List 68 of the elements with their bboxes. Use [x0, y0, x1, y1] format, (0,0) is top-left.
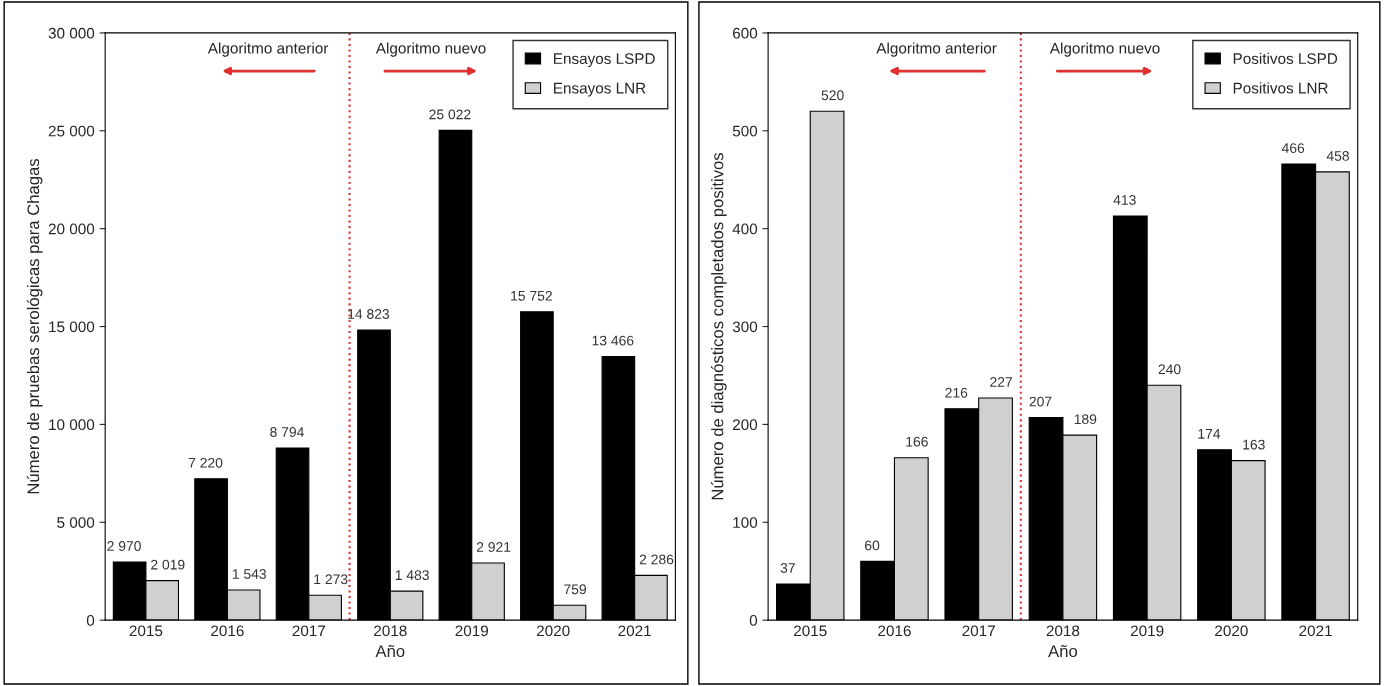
- data-label: 25 022: [429, 109, 471, 120]
- legend-label: Ensayos LNR: [554, 82, 646, 97]
- y-tick-label: 10 000: [49, 419, 95, 431]
- x-tick-label: 2019: [1130, 625, 1164, 637]
- data-label: 2 970: [107, 541, 141, 551]
- x-tick-label: 2018: [1046, 625, 1080, 637]
- y-tick-label: 100: [733, 517, 758, 528]
- data-label: 1 543: [232, 569, 266, 579]
- annotation: Algoritmo nuevo: [375, 42, 486, 57]
- x-tick-label: 2015: [129, 625, 163, 637]
- data-label: 520: [821, 90, 844, 101]
- data-label: 2 286: [639, 554, 674, 565]
- x-tick-label: 2017: [292, 625, 326, 637]
- x-tick-label: 2018: [374, 625, 407, 637]
- data-label: 189: [1074, 414, 1097, 425]
- y-tick-label: 200: [732, 419, 758, 431]
- y-axis-title: Número de diagnósticos completados positivos: [710, 152, 727, 500]
- x-tick-label: 2016: [878, 625, 911, 637]
- data-label: 413: [1113, 195, 1136, 205]
- y-tick-label: 0: [86, 615, 95, 626]
- y-tick-label: 500: [732, 125, 758, 137]
- legend-label: Positivos LSPD: [1233, 52, 1338, 65]
- x-tick-label: 2017: [962, 625, 995, 637]
- y-tick-label: 20 000: [48, 223, 95, 235]
- data-label: 7 220: [188, 457, 223, 468]
- data-label: 240: [1158, 364, 1181, 375]
- data-label: 227: [990, 377, 1012, 387]
- x-axis-title: Año: [1048, 644, 1078, 658]
- data-label: 216: [945, 387, 968, 398]
- data-label: 14 823: [348, 309, 390, 319]
- annotation: Algoritmo anterior: [876, 42, 997, 57]
- data-label: 466: [1281, 143, 1305, 153]
- y-tick-label: 0: [749, 615, 758, 626]
- data-label: 166: [906, 436, 928, 447]
- annotation: Algoritmo anterior: [207, 42, 329, 57]
- x-tick-label: 2021: [1299, 625, 1332, 637]
- x-tick-label: 2020: [1215, 625, 1248, 637]
- data-label: 2 921: [476, 542, 511, 552]
- y-tick-label: 5 000: [57, 517, 95, 528]
- data-label: 163: [1243, 439, 1265, 450]
- data-label: 1 483: [395, 570, 429, 581]
- data-label: 759: [564, 584, 586, 595]
- y-axis-title: Número de pruebas serológicas para Chagas: [26, 158, 43, 494]
- y-tick-label: 300: [732, 321, 758, 333]
- x-axis-title: Año: [375, 644, 405, 658]
- y-tick-label: 600: [732, 27, 758, 39]
- data-label: 37: [780, 563, 795, 573]
- x-tick-label: 2021: [618, 625, 651, 637]
- data-label: 8 794: [270, 427, 304, 437]
- y-tick-label: 15 000: [49, 321, 95, 333]
- x-tick-label: 2019: [455, 625, 489, 637]
- data-label: 174: [1198, 429, 1221, 439]
- legend-label: Ensayos LSPD: [554, 53, 655, 68]
- x-tick-label: 2020: [536, 625, 570, 637]
- y-tick-label: 400: [732, 223, 758, 235]
- x-tick-label: 2015: [794, 625, 827, 637]
- data-label: 458: [1326, 150, 1349, 161]
- data-label: 15 752: [511, 290, 552, 301]
- data-label: 2 019: [151, 559, 185, 570]
- data-label: 1 273: [314, 574, 348, 585]
- data-label: 60: [865, 540, 880, 551]
- annotation: Algoritmo nuevo: [1049, 42, 1160, 57]
- y-tick-label: 30 000: [48, 27, 95, 39]
- y-tick-label: 25 000: [48, 125, 95, 137]
- legend-label: Positivos LNR: [1233, 82, 1328, 94]
- x-tick-label: 2016: [211, 625, 244, 637]
- data-label: 207: [1029, 396, 1052, 407]
- data-label: 13 466: [592, 335, 634, 346]
